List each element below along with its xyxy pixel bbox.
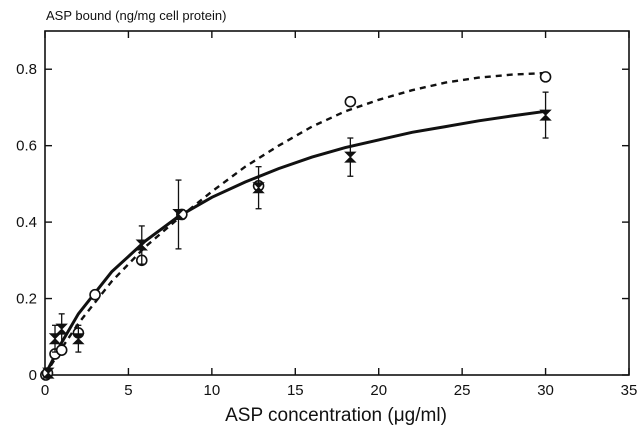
y-axis-title: ASP bound (ng/mg cell protein) — [46, 8, 226, 23]
x-axis-title: ASP concentration (μg/ml) — [225, 405, 447, 426]
x-tick-label: 0 — [41, 382, 49, 399]
data-point-bowtie — [48, 333, 62, 345]
x-tick-label: 20 — [370, 382, 387, 399]
x-tick-label: 5 — [124, 382, 132, 399]
plot-frame — [44, 30, 630, 376]
data-point-bowtie — [42, 367, 55, 379]
data-point-bowtie — [135, 239, 148, 251]
x-tick-label: 10 — [204, 382, 221, 399]
data-point-bowtie — [252, 182, 265, 194]
data-point-bowtie — [55, 323, 68, 335]
y-tick-label: 0.2 — [16, 291, 37, 308]
x-tick-label: 35 — [621, 382, 638, 399]
data-point-bowtie — [539, 109, 552, 121]
data-point-circle — [55, 344, 68, 356]
x-tick-label: 25 — [454, 382, 471, 399]
data-point-circle — [89, 288, 101, 301]
y-tick-label: 0.4 — [16, 214, 37, 231]
y-tick-label: 0.8 — [16, 61, 37, 78]
data-point-bowtie — [172, 208, 185, 220]
data-point-bowtie — [72, 333, 85, 345]
data-point-circle — [539, 71, 552, 83]
y-tick-label: 0.6 — [16, 138, 37, 155]
fit-curve-dashed — [43, 71, 546, 376]
data-point-bowtie — [344, 151, 357, 163]
y-tick-label: 0 — [29, 367, 37, 384]
x-tick-label: 15 — [287, 382, 304, 399]
fit-curve-solid — [43, 109, 546, 376]
x-tick-label: 30 — [537, 382, 554, 399]
data-point-circle — [344, 95, 357, 108]
